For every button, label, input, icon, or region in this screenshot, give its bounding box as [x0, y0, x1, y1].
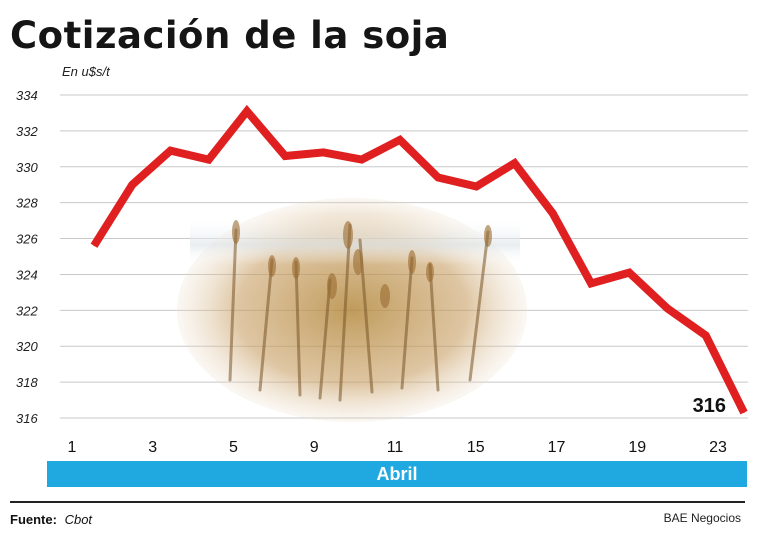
x-tick-label: 3: [148, 439, 157, 456]
data-point: [590, 282, 592, 284]
data-point: [361, 159, 363, 161]
y-tick-label: 320: [16, 339, 38, 354]
y-axis-unit-label: En u$s/t: [62, 64, 110, 79]
y-tick-label: 326: [16, 232, 38, 247]
y-tick-label: 330: [16, 160, 38, 175]
data-point: [169, 150, 171, 152]
y-tick-label: 324: [16, 267, 38, 282]
x-axis-ticks: 1 3 5 9 11 15 17 19 23: [68, 439, 727, 456]
month-bar: Abril: [47, 461, 747, 487]
data-point: [628, 272, 630, 274]
y-tick-label: 334: [16, 88, 38, 103]
data-point: [208, 159, 210, 161]
y-tick-label: 332: [16, 124, 38, 139]
data-point: [284, 155, 286, 157]
data-point: [131, 184, 133, 186]
data-point: [667, 308, 669, 310]
x-tick-label: 19: [628, 439, 646, 456]
chart-title: Cotización de la soja: [10, 14, 450, 57]
x-tick-label: 11: [387, 439, 404, 456]
last-value-label: 316: [693, 395, 726, 417]
y-tick-label: 316: [16, 411, 38, 426]
source-line: Fuente: Cbot: [10, 512, 92, 527]
x-tick-label: 9: [310, 439, 319, 456]
data-point: [475, 186, 477, 188]
data-point: [399, 139, 401, 141]
y-axis-ticks: 334 332 330 328 326 324 322 320 318 316: [16, 88, 38, 426]
y-tick-label: 322: [16, 303, 38, 318]
source-label: Fuente:: [10, 512, 57, 527]
x-tick-label: 23: [709, 439, 727, 456]
price-line: [90, 104, 748, 415]
data-point: [322, 151, 324, 153]
data-point: [93, 245, 95, 247]
soybean-field-image: [177, 198, 527, 422]
data-point: [437, 177, 439, 179]
x-tick-label: 15: [467, 439, 485, 456]
footer-divider: [10, 501, 745, 503]
month-label: Abril: [376, 464, 418, 484]
y-tick-label: 318: [16, 375, 38, 390]
x-tick-label: 1: [68, 439, 77, 456]
data-point: [705, 334, 707, 336]
data-point: [552, 212, 554, 214]
y-tick-label: 328: [16, 196, 38, 211]
credit-label: BAE Negocios: [663, 511, 741, 525]
x-tick-label: 5: [229, 439, 238, 456]
data-point: [246, 110, 248, 112]
price-series: [90, 104, 748, 415]
data-point: [514, 162, 516, 164]
data-point: [743, 412, 745, 414]
x-tick-label: 17: [548, 439, 566, 456]
source-value: Cbot: [64, 512, 93, 527]
